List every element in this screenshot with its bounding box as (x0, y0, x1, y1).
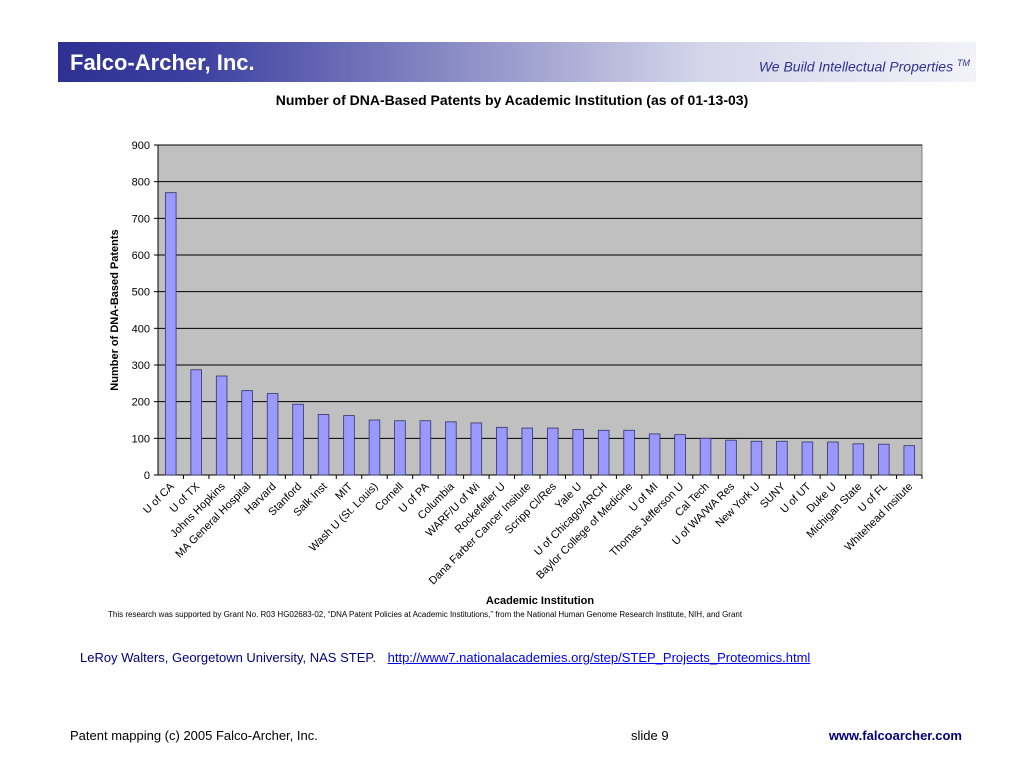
y-tick-label: 400 (132, 323, 150, 335)
footer-copyright: Patent mapping (c) 2005 Falco-Archer, In… (70, 728, 318, 743)
bar (419, 420, 432, 476)
y-tick-label: 100 (132, 433, 150, 445)
bar (546, 427, 559, 476)
slide-number: slide 9 (631, 728, 669, 743)
bar (827, 441, 839, 476)
y-tick-label: 500 (132, 287, 150, 299)
bar (674, 434, 686, 476)
bar (496, 426, 508, 476)
bar (597, 429, 610, 476)
bar (445, 421, 457, 476)
bar (852, 443, 865, 476)
bar (394, 420, 406, 476)
x-tick-label: MIT (333, 480, 355, 502)
footer-website: www.falcoarcher.com (828, 728, 962, 743)
y-tick-label: 600 (132, 250, 150, 262)
tagline-text: We Build Intellectual Properties (758, 58, 954, 75)
y-axis-title: Number of DNA-Based Patents (109, 229, 121, 390)
bar (878, 443, 890, 476)
bar (241, 390, 253, 476)
y-tick-label: 0 (144, 470, 150, 482)
bar (725, 439, 737, 476)
citation: LeRoy Walters, Georgetown University, NA… (80, 650, 810, 665)
bar (750, 440, 763, 476)
funding-footnote: This research was supported by Grant No.… (108, 610, 743, 619)
y-tick-label: 300 (132, 360, 150, 372)
y-tick-label: 200 (132, 397, 150, 409)
y-tick-label: 800 (132, 177, 150, 189)
bar (623, 429, 635, 476)
tagline: We Build Intellectual Properties TM (759, 58, 970, 75)
bar (572, 429, 584, 476)
plot-area (157, 144, 923, 476)
bar (470, 422, 483, 476)
bar (648, 433, 661, 476)
bar (266, 393, 279, 476)
bar (317, 414, 330, 476)
bar (190, 369, 202, 476)
bar (292, 403, 304, 476)
bar (521, 427, 534, 476)
chart-title: Number of DNA-Based Patents by Academic … (275, 92, 749, 108)
source-link[interactable]: http://www7.nationalacademies.org/step/S… (387, 650, 811, 665)
bar (368, 419, 381, 476)
x-axis-title: Academic Institution (486, 595, 594, 607)
bar (215, 375, 228, 476)
y-tick-label: 900 (132, 140, 150, 152)
header-banner: Falco-Archer, Inc. We Build Intellectual… (58, 42, 976, 82)
citation-author: LeRoy Walters, Georgetown University, NA… (80, 650, 376, 665)
bar (164, 192, 177, 476)
bar (776, 440, 788, 476)
bar (903, 445, 916, 476)
bar (801, 441, 814, 476)
trademark-mark: TM (957, 58, 970, 68)
company-name: Falco-Archer, Inc. (70, 50, 255, 75)
y-tick-label: 700 (132, 213, 150, 225)
bar (699, 437, 712, 476)
bar (343, 415, 355, 476)
